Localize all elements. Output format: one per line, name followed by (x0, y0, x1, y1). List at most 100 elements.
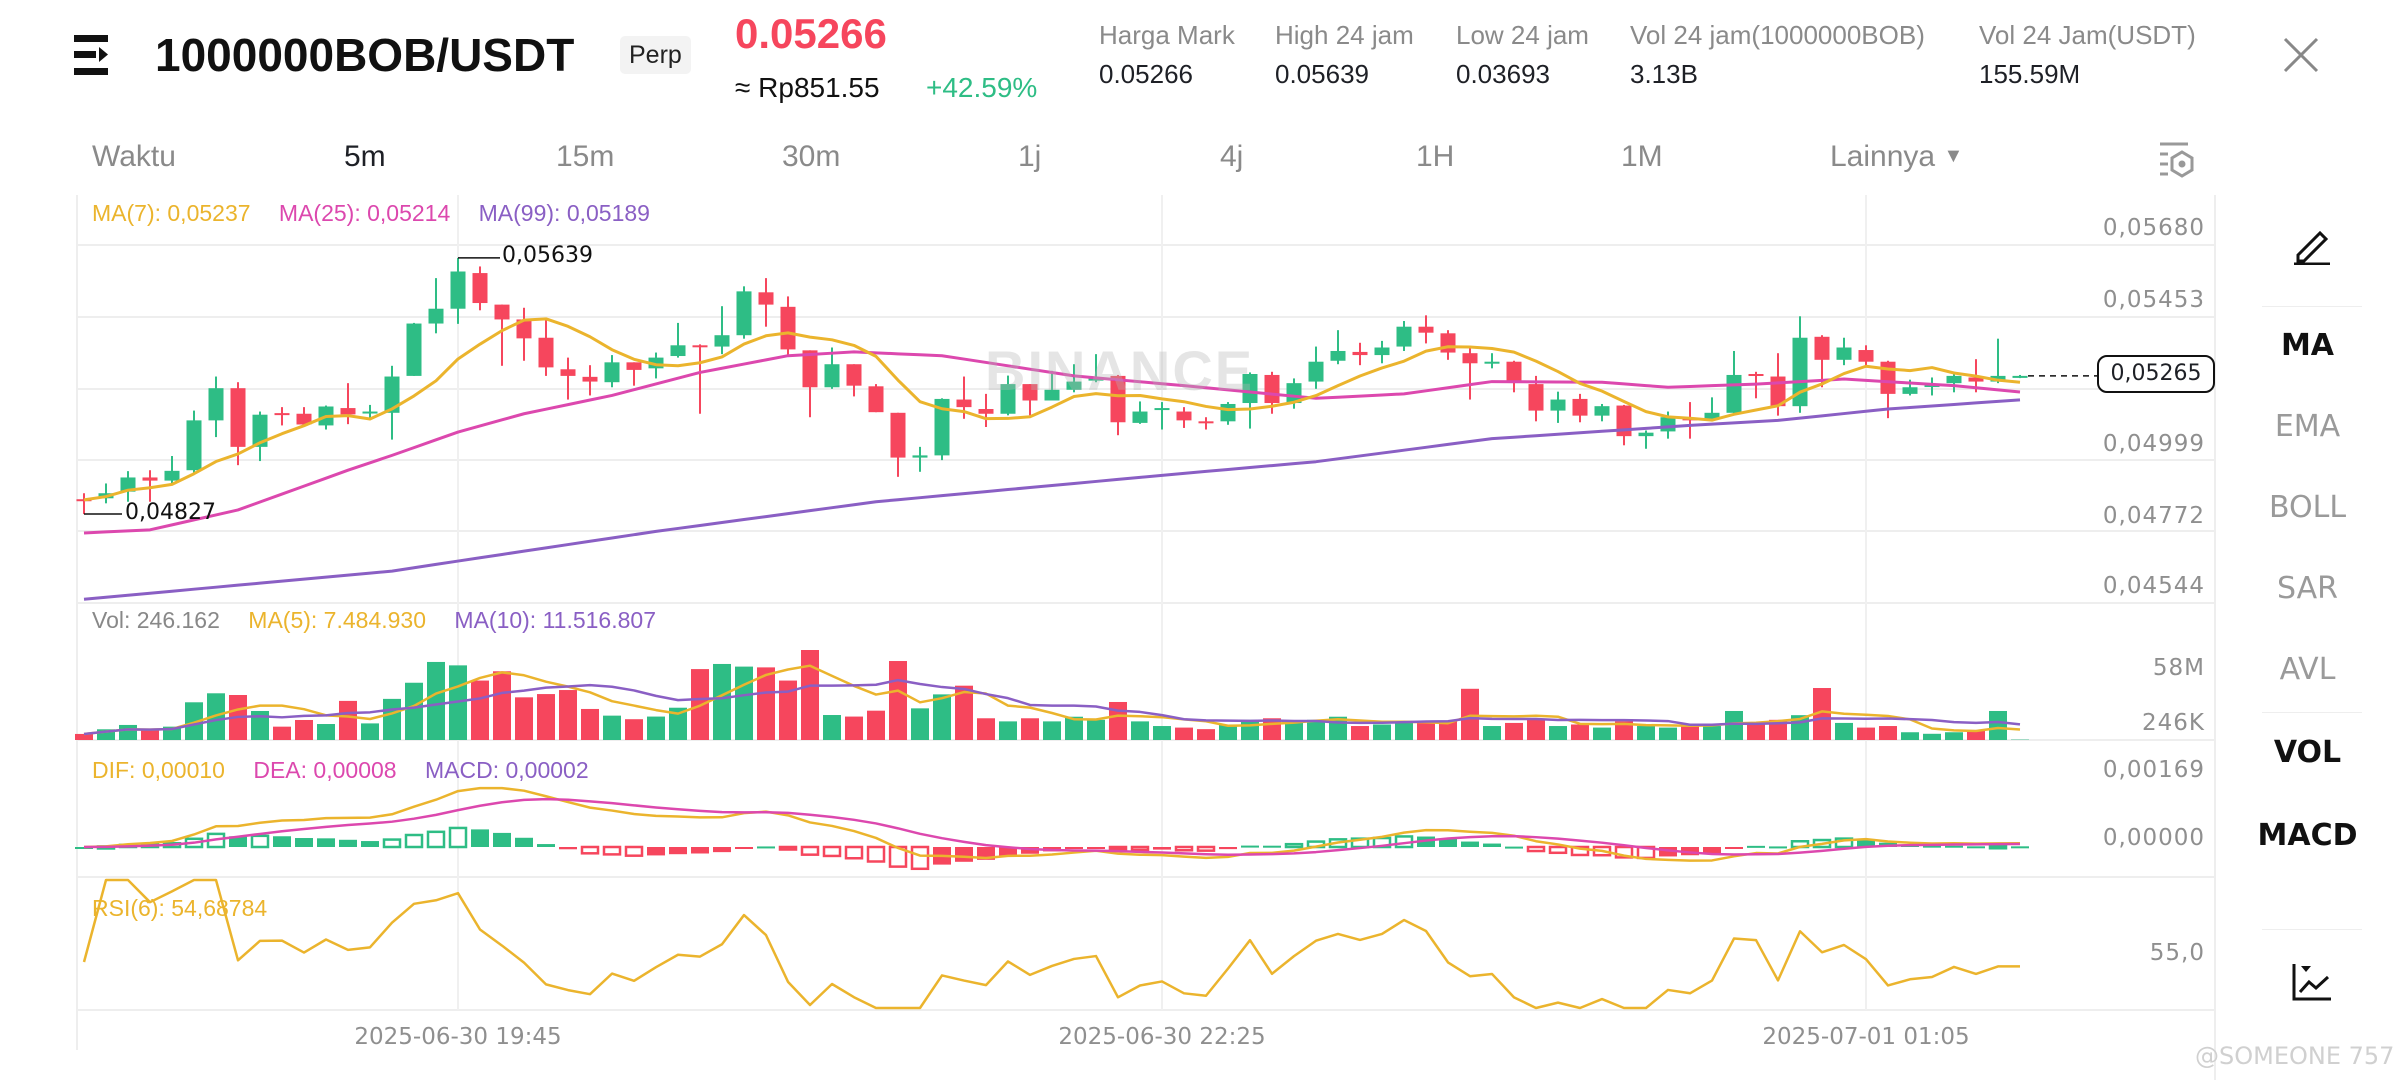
macd-histogram-bar (1505, 846, 1523, 849)
indicator-macd[interactable]: MACD (2257, 818, 2358, 853)
macd-histogram-bar (493, 832, 511, 847)
macd-histogram-bar (1967, 846, 1985, 849)
candle-body (560, 369, 576, 376)
volume-bar (1373, 724, 1391, 740)
candle-body (516, 319, 532, 339)
perp-badge: Perp (620, 36, 691, 74)
candle-body (1462, 353, 1478, 364)
macd-histogram-bar (955, 847, 973, 862)
candle-body (1814, 336, 1830, 360)
macd-histogram-bar (1681, 847, 1699, 856)
indicator-sar[interactable]: SAR (2277, 571, 2338, 606)
macd-histogram-bar (75, 847, 93, 849)
candle-body (1418, 326, 1434, 333)
candle-body (1220, 403, 1236, 422)
volume-bar (999, 721, 1017, 740)
candle-body (1660, 417, 1676, 432)
chart-settings-icon[interactable] (2158, 140, 2198, 180)
time-axis-label: 2025-06-30 19:45 (354, 1024, 562, 1050)
stat-vol-quote-label: Vol 24 Jam(USDT) (1979, 20, 2196, 50)
volume-bar (295, 719, 313, 740)
macd-histogram-bar (624, 845, 644, 857)
indicator-avl[interactable]: AVL (2279, 652, 2336, 687)
close-icon[interactable] (2282, 36, 2320, 74)
candle-body (1132, 411, 1148, 423)
volume-bar (1901, 732, 1919, 740)
candle-body (1726, 374, 1742, 413)
tab-4j[interactable]: 4j (1220, 140, 1244, 173)
volume-bar (735, 666, 753, 740)
volume-bar (273, 726, 291, 740)
legend-dif: DIF: 0,00010 (92, 757, 225, 783)
candle-body (1506, 361, 1522, 381)
macd-histogram-bar (999, 847, 1017, 856)
indicator-ema[interactable]: EMA (2274, 409, 2341, 444)
candle-body (1330, 350, 1346, 361)
candle-body (274, 413, 290, 416)
volume-bar (1417, 722, 1435, 740)
candle-body (1594, 406, 1610, 416)
indicator-vol[interactable]: VOL (2273, 735, 2342, 770)
volume-bar (669, 707, 687, 740)
candle-body (934, 398, 950, 456)
candle-body (472, 273, 488, 304)
candle-body (1286, 383, 1302, 404)
macd-histogram-bar (1923, 845, 1941, 848)
volume-bar (955, 685, 973, 740)
volume-bar (1087, 719, 1105, 740)
macd-histogram-bar (1483, 843, 1501, 847)
price-axis-label: 0,04999 (2102, 431, 2205, 457)
time-axis-label: 2025-06-30 22:25 (1058, 1024, 1266, 1050)
draw-tool-icon[interactable] (2292, 225, 2332, 266)
tab-1h[interactable]: 1H (1416, 140, 1455, 173)
candle-body (604, 362, 620, 383)
candle-body (1748, 374, 1764, 377)
macd-histogram-bar (404, 833, 424, 849)
tab-1j[interactable]: 1j (1018, 140, 1042, 173)
menu-icon[interactable] (72, 33, 112, 77)
candle-body (384, 376, 400, 413)
symbol-title[interactable]: 1000000BOB/USDT (155, 29, 575, 81)
macd-axis-label: 0,00169 (2102, 757, 2205, 783)
macd-histogram-bar (448, 826, 468, 849)
volume-bar (603, 715, 621, 740)
macd-histogram-bar (1548, 845, 1568, 855)
macd-histogram-bar (1526, 845, 1546, 853)
macd-histogram-bar (1747, 845, 1765, 848)
credit-watermark: @SOMEONE 757 (2195, 1042, 2395, 1070)
legend-ma7: MA(7): 0,05237 (92, 200, 251, 226)
indicator-ma[interactable]: MA (2280, 328, 2335, 363)
macd-histogram-bar (426, 830, 446, 849)
indicator-boll[interactable]: BOLL (2268, 490, 2347, 525)
candle-body (648, 357, 664, 369)
tab-more[interactable]: Lainnya ▼ (1830, 140, 1963, 174)
candle-body (1176, 411, 1192, 421)
candle-body (252, 414, 268, 447)
volume-bar (471, 680, 489, 740)
volume-bar (1549, 726, 1567, 740)
volume-bar (1703, 726, 1721, 740)
tab-15m[interactable]: 15m (556, 140, 615, 173)
indicator-chart-icon[interactable] (2291, 962, 2333, 1002)
fiat-price: ≈ Rp851.55 (735, 72, 880, 103)
volume-bar (97, 729, 115, 740)
candle-body (1088, 378, 1104, 381)
legend-macd: DIF: 0,00010 DEA: 0,00008 MACD: 0,00002 (92, 757, 589, 784)
macd-histogram-bar (1219, 847, 1237, 850)
candle-body (582, 376, 598, 382)
tab-1m[interactable]: 1M (1621, 140, 1663, 173)
candle-body (868, 386, 884, 413)
macd-histogram-bar (2011, 846, 2029, 849)
macd-histogram-bar (1108, 845, 1128, 851)
candle-body (1638, 432, 1654, 437)
volume-bar (1813, 688, 1831, 740)
tab-30m[interactable]: 30m (782, 140, 841, 173)
last-price-tag[interactable]: 0,05265 (2097, 355, 2215, 393)
rsi-axis-label: 55,0 (2149, 940, 2205, 966)
macd-histogram-bar (1945, 845, 1963, 848)
macd-histogram-bar (580, 845, 600, 855)
tab-5m[interactable]: 5m (344, 140, 386, 173)
volume-bar (1395, 721, 1413, 740)
divider (2262, 306, 2362, 307)
